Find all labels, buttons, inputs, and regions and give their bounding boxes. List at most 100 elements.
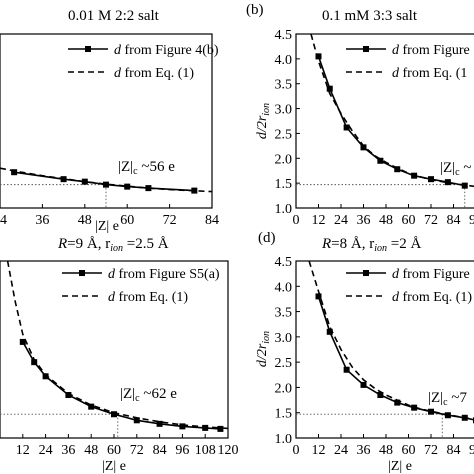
x-tick-label: 84 [447, 213, 461, 228]
x-axis-label: |Z| e [95, 219, 119, 234]
y-axis-label: d/2rion [255, 331, 272, 367]
legend-marker [363, 270, 369, 276]
legend-label: d from Figure S5(a) [108, 267, 220, 282]
series-eq1-line [310, 34, 474, 188]
x-tick-label: 96 [175, 443, 189, 458]
data-point-marker [124, 183, 131, 190]
y-tick-label: 2.5 [275, 356, 293, 371]
data-point-marker [88, 403, 95, 410]
y-tick-label: 1.5 [275, 177, 293, 192]
x-axis-label: |Z| e [388, 459, 412, 474]
x-tick-label: 72 [163, 213, 177, 228]
data-point-marker [394, 399, 401, 406]
critical-charge-annotation: |Z|c ~62 e [120, 386, 177, 404]
legend-label: d from Eq. (1) [108, 290, 188, 305]
critical-charge-annotation: |Z|c ~7 [428, 390, 467, 408]
x-tick-label: 84 [205, 213, 219, 228]
legend-marker [79, 270, 85, 276]
x-tick-label: 24 [39, 443, 53, 458]
y-tick-label: 1.5 [275, 407, 293, 422]
x-tick-label: 0 [293, 213, 300, 228]
x-axis-label: |Z| e [102, 459, 126, 474]
x-tick-label: 60 [107, 443, 121, 458]
y-axis-label: d/2rion [255, 103, 272, 139]
y-tick-label: 3.5 [275, 78, 293, 93]
data-point-marker [11, 169, 18, 176]
data-point-marker [145, 185, 152, 192]
data-point-marker [326, 328, 333, 335]
data-point-marker [315, 293, 322, 300]
x-tick-label: 96 [469, 443, 474, 458]
y-tick-label: 1.0 [275, 202, 293, 217]
legend-label: d from Eq. (1) [392, 290, 472, 305]
series-layer [0, 261, 228, 438]
data-point-marker [428, 408, 434, 415]
y-tick-label: 3.5 [275, 306, 293, 321]
legend: d from Figure 4(b) d from Eq. (1) [68, 43, 219, 81]
data-point-marker [111, 411, 117, 418]
plot-frame [0, 33, 213, 209]
x-tick-label: 72 [130, 443, 144, 458]
y-tick-label: 1.0 [275, 432, 293, 447]
x-tick-label: 48 [379, 213, 393, 228]
data-point-marker [156, 420, 163, 427]
y-tick-label: 2.5 [275, 127, 293, 142]
x-tick-label: 96 [469, 213, 474, 228]
legend: d from Figure S5(a) d from Eq. (1) [62, 267, 220, 305]
series-layer [0, 167, 212, 208]
panel-c-title: R=9 Å, rion =2.5 Å [57, 236, 169, 254]
y-tick-label: 2.0 [275, 152, 293, 167]
x-tick-label: 36 [35, 213, 49, 228]
x-tick-label: 24 [334, 443, 348, 458]
legend-label: d from Figure [392, 43, 470, 58]
data-point-marker [360, 381, 367, 388]
x-tick-label: 60 [120, 213, 134, 228]
axes-ticks: 12 24 36 48 60 72 84 96 108 120 [16, 434, 239, 458]
panel-b-letter: (b) [246, 2, 264, 18]
y-tick-label: 3.0 [275, 103, 293, 118]
x-tick-label: 108 [195, 443, 216, 458]
x-tick-label: 72 [424, 443, 438, 458]
panel-c: R=9 Å, rion =2.5 Å 12 24 36 48 60 72 84 96 108 12… [0, 236, 239, 474]
x-tick-label: 84 [447, 443, 461, 458]
data-point-marker [343, 366, 350, 373]
series-eq1-line [0, 167, 212, 193]
legend-label: d from Figure [392, 267, 470, 282]
panel-b: (b) 0.1 mM 3:3 salt 0 12 24 36 48 60 72 84 96 1.0… [246, 2, 474, 228]
data-point-marker [360, 144, 367, 151]
axes-ticks: 24 36 48 60 72 84 [0, 204, 219, 228]
panel-a-title: 0.01 M 2:2 salt [68, 8, 160, 24]
x-tick-label: 12 [312, 213, 326, 228]
data-point-marker [377, 392, 384, 399]
x-tick-label: 36 [61, 443, 75, 458]
x-tick-label: 36 [357, 443, 371, 458]
critical-charge-annotation: |Z|c ~56 e [118, 159, 175, 177]
x-tick-label: 48 [78, 213, 92, 228]
axes-ticks: 0 12 24 36 48 60 72 84 96 1.0 1.5 2.0 2.5 3.0 3.5 4.0 4.… [275, 255, 474, 458]
series-layer [296, 261, 474, 438]
data-point-marker [42, 373, 49, 380]
data-point-marker [179, 423, 186, 430]
legend-label: d from Eq. (1) [114, 66, 194, 81]
data-point-marker [326, 85, 333, 92]
data-point-marker [444, 179, 451, 186]
x-tick-label: 60 [402, 213, 416, 228]
panel-d-letter: (d) [258, 230, 276, 246]
y-tick-label: 4.5 [275, 255, 293, 270]
x-tick-label: 24 [0, 213, 7, 228]
x-tick-label: 72 [424, 213, 438, 228]
legend: d from Figure d from Eq. (1 [346, 43, 470, 81]
panel-d: (d) R=8 Å, rion =2 Å 0 12 24 36 48 60 72 84 96 1.… [255, 230, 474, 474]
panel-d-title: R=8 Å, rion =2 Å [321, 236, 421, 254]
x-tick-label: 0 [293, 443, 300, 458]
x-tick-label: 60 [402, 443, 416, 458]
data-point-marker [103, 181, 109, 188]
x-tick-label: 36 [357, 213, 371, 228]
axes-ticks: 0 12 24 36 48 60 72 84 96 1.0 1.5 2.0 2.5 3.0 3.5 4.0 4.… [275, 28, 474, 228]
data-point-marker [19, 338, 26, 345]
legend-marker [363, 46, 369, 52]
data-point-marker [343, 124, 350, 131]
y-tick-label: 4.0 [275, 53, 293, 68]
x-tick-label: 12 [16, 443, 30, 458]
data-point-marker [133, 417, 140, 424]
